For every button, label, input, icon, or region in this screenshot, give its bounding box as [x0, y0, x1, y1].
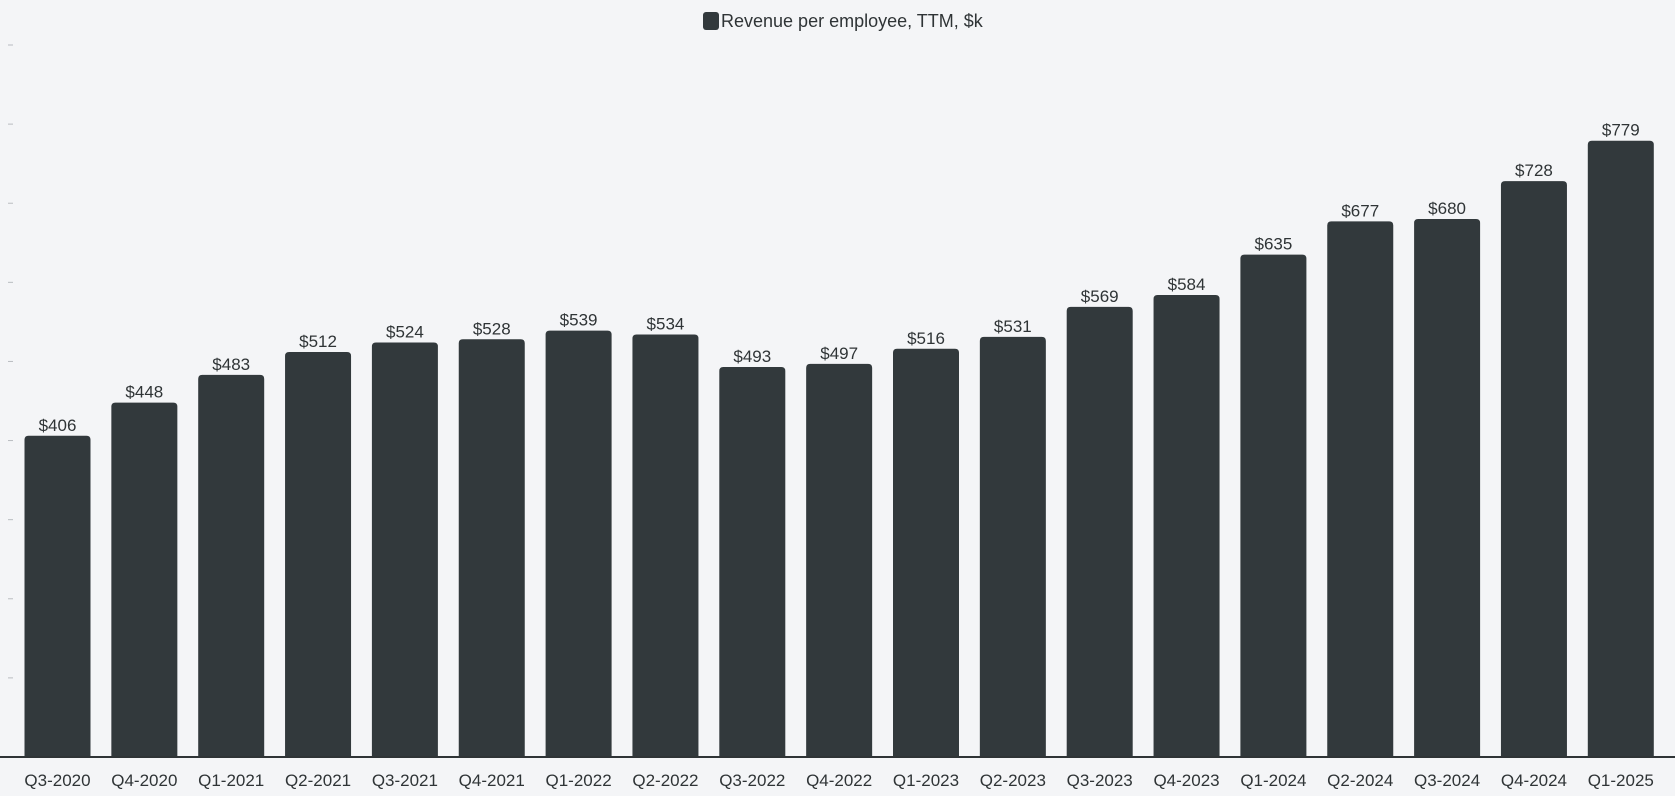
bar-value-label: $680 — [1428, 199, 1466, 218]
bar-q3-2020 — [24, 435, 91, 757]
x-tick-label: Q2-2023 — [980, 771, 1046, 790]
bar-q3-2024 — [1414, 219, 1481, 758]
bar-q1-2021 — [198, 374, 265, 757]
bar-q2-2021 — [285, 351, 352, 757]
bar-q4-2021 — [458, 339, 525, 757]
bar-value-label: $635 — [1254, 235, 1292, 254]
x-tick-label: Q2-2022 — [632, 771, 698, 790]
bar-value-label: $534 — [647, 315, 685, 334]
bar-value-label: $531 — [994, 317, 1032, 336]
bar-q1-2024 — [1240, 254, 1307, 757]
bar-value-label: $539 — [560, 311, 598, 330]
bar-q2-2024 — [1327, 221, 1394, 757]
bar-value-label: $569 — [1081, 287, 1119, 306]
x-tick-label: Q2-2024 — [1327, 771, 1393, 790]
x-tick-label: Q1-2025 — [1588, 771, 1654, 790]
bar-q4-2024 — [1500, 181, 1567, 757]
x-tick-label: Q2-2021 — [285, 771, 351, 790]
bar-q3-2023 — [1066, 306, 1133, 757]
bar-value-label: $779 — [1602, 121, 1640, 140]
bar-value-label: $497 — [820, 344, 858, 363]
x-tick-label: Q4-2023 — [1153, 771, 1219, 790]
x-tick-label: Q1-2022 — [546, 771, 612, 790]
bar-value-label: $524 — [386, 322, 424, 341]
bar-q1-2025 — [1587, 140, 1654, 758]
bar-q3-2021 — [371, 342, 438, 757]
x-tick-label: Q4-2024 — [1501, 771, 1567, 790]
bar-value-label: $728 — [1515, 161, 1553, 180]
x-tick-label: Q1-2023 — [893, 771, 959, 790]
bar-q4-2023 — [1153, 294, 1220, 757]
bar-value-labels: $406 $448 $483 $512 $524 $528 $539 $534 $493 $497… — [39, 121, 1640, 435]
bar-q4-2022 — [806, 363, 873, 757]
x-tick-label: Q3-2022 — [719, 771, 785, 790]
x-tick-label: Q4-2020 — [111, 771, 177, 790]
bar-q3-2022 — [719, 366, 786, 757]
x-tick-label: Q1-2024 — [1240, 771, 1306, 790]
bar-q4-2020 — [111, 402, 178, 757]
bars — [24, 140, 1654, 758]
bar-q1-2022 — [545, 330, 612, 757]
bar-value-label: $677 — [1341, 201, 1379, 220]
legend-label: Revenue per employee, TTM, $k — [721, 11, 984, 31]
x-tick-label: Q3-2020 — [24, 771, 90, 790]
legend-swatch — [703, 12, 719, 30]
bar-value-label: $516 — [907, 329, 945, 348]
x-tick-label: Q1-2021 — [198, 771, 264, 790]
bar-q1-2023 — [893, 348, 959, 757]
bar-value-label: $406 — [39, 416, 77, 435]
bar-value-label: $528 — [473, 319, 511, 338]
y-axis-ticks — [8, 44, 13, 679]
bar-q2-2023 — [979, 336, 1046, 757]
x-tick-label: Q4-2022 — [806, 771, 872, 790]
bar-value-label: $584 — [1168, 275, 1206, 294]
bar-q2-2022 — [632, 334, 699, 757]
legend: Revenue per employee, TTM, $k — [703, 11, 984, 31]
x-tick-label: Q3-2023 — [1067, 771, 1133, 790]
x-axis-tick-labels: Q3-2020 Q4-2020 Q1-2021 Q2-2021 Q3-2021 Q4-20… — [24, 771, 1653, 790]
x-tick-label: Q3-2021 — [372, 771, 438, 790]
x-tick-label: Q3-2024 — [1414, 771, 1480, 790]
bar-value-label: $483 — [212, 355, 250, 374]
bar-value-label: $512 — [299, 332, 337, 351]
bar-value-label: $493 — [733, 347, 771, 366]
x-tick-label: Q4-2021 — [459, 771, 525, 790]
bar-value-label: $448 — [125, 383, 163, 402]
